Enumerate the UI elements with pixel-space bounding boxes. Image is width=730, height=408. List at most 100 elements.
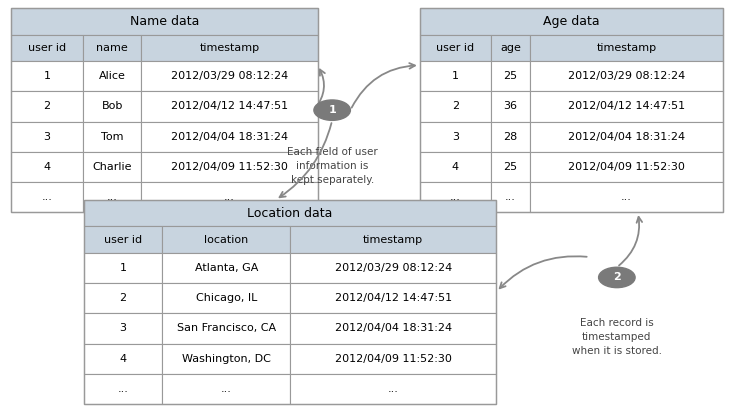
Bar — [142, 35, 318, 61]
Text: ...: ... — [42, 192, 53, 202]
Bar — [530, 35, 723, 61]
Bar — [84, 253, 162, 283]
Bar — [530, 61, 723, 91]
Bar — [420, 61, 491, 91]
Text: ...: ... — [224, 192, 235, 202]
Text: 2012/03/29 08:12:24: 2012/03/29 08:12:24 — [568, 71, 685, 81]
Bar — [142, 122, 318, 152]
Text: 4: 4 — [452, 162, 459, 172]
Text: 28: 28 — [504, 132, 518, 142]
Text: ...: ... — [505, 192, 516, 202]
Bar — [491, 122, 530, 152]
Text: Atlanta, GA: Atlanta, GA — [195, 263, 258, 273]
Bar — [290, 313, 496, 344]
Bar — [11, 35, 83, 61]
Circle shape — [599, 267, 635, 288]
Bar — [420, 35, 491, 61]
Text: 1: 1 — [44, 71, 50, 81]
Bar — [290, 344, 496, 374]
Text: 2: 2 — [43, 102, 50, 111]
Text: ...: ... — [450, 192, 461, 202]
Bar — [530, 122, 723, 152]
Bar — [420, 8, 723, 212]
Text: 3: 3 — [44, 132, 50, 142]
Text: Location data: Location data — [247, 207, 333, 220]
Bar — [530, 91, 723, 122]
Text: Each record is
timestamped
when it is stored.: Each record is timestamped when it is st… — [572, 318, 662, 356]
Bar — [491, 182, 530, 212]
Bar — [491, 152, 530, 182]
Text: user id: user id — [28, 43, 66, 53]
Bar — [420, 91, 491, 122]
Text: Bob: Bob — [101, 102, 123, 111]
Bar — [491, 91, 530, 122]
Bar — [530, 182, 723, 212]
Text: Each field of user
information is
kept separately.: Each field of user information is kept s… — [287, 147, 377, 185]
Text: 2: 2 — [613, 273, 620, 282]
Text: Age data: Age data — [543, 15, 599, 28]
Text: timestamp: timestamp — [596, 43, 656, 53]
Text: location: location — [204, 235, 248, 245]
Circle shape — [314, 100, 350, 120]
Text: 2012/03/29 08:12:24: 2012/03/29 08:12:24 — [171, 71, 288, 81]
Bar — [83, 91, 142, 122]
Bar — [84, 283, 162, 313]
Bar — [83, 152, 142, 182]
Bar — [11, 61, 83, 91]
Bar — [142, 61, 318, 91]
Bar — [530, 152, 723, 182]
Text: 2012/04/12 14:47:51: 2012/04/12 14:47:51 — [171, 102, 288, 111]
Text: 2012/04/04 18:31:24: 2012/04/04 18:31:24 — [171, 132, 288, 142]
Text: 25: 25 — [504, 162, 518, 172]
Bar — [83, 61, 142, 91]
Text: 3: 3 — [120, 324, 126, 333]
Bar — [11, 91, 83, 122]
Bar — [491, 35, 530, 61]
Bar — [84, 226, 162, 253]
Text: San Francisco, CA: San Francisco, CA — [177, 324, 276, 333]
Text: 2012/04/09 11:52:30: 2012/04/09 11:52:30 — [335, 354, 452, 364]
Text: timestamp: timestamp — [199, 43, 259, 53]
Bar — [420, 122, 491, 152]
Text: Name data: Name data — [129, 15, 199, 28]
Bar — [491, 61, 530, 91]
Bar — [142, 152, 318, 182]
Bar — [142, 91, 318, 122]
Bar — [84, 344, 162, 374]
Text: Chicago, IL: Chicago, IL — [196, 293, 257, 303]
Text: ...: ... — [118, 384, 128, 394]
Bar — [162, 253, 290, 283]
Bar — [11, 182, 83, 212]
Bar — [162, 226, 290, 253]
Bar — [83, 122, 142, 152]
Text: 1: 1 — [328, 105, 336, 115]
Text: 1: 1 — [452, 71, 459, 81]
Bar — [162, 374, 290, 404]
Text: 2012/04/04 18:31:24: 2012/04/04 18:31:24 — [335, 324, 452, 333]
Text: user id: user id — [437, 43, 474, 53]
Text: ...: ... — [621, 192, 632, 202]
Text: ...: ... — [220, 384, 231, 394]
Bar — [83, 182, 142, 212]
Text: 2012/04/04 18:31:24: 2012/04/04 18:31:24 — [568, 132, 685, 142]
Bar — [162, 344, 290, 374]
Text: timestamp: timestamp — [364, 235, 423, 245]
Bar — [290, 253, 496, 283]
Bar — [84, 200, 496, 404]
Bar — [142, 182, 318, 212]
Bar — [420, 152, 491, 182]
Text: 4: 4 — [120, 354, 127, 364]
Text: 2: 2 — [452, 102, 459, 111]
Bar — [420, 8, 723, 35]
Text: 25: 25 — [504, 71, 518, 81]
Bar — [290, 283, 496, 313]
Text: 2012/03/29 08:12:24: 2012/03/29 08:12:24 — [334, 263, 452, 273]
Bar — [162, 313, 290, 344]
Bar — [420, 182, 491, 212]
Text: 4: 4 — [43, 162, 50, 172]
Bar — [84, 200, 496, 226]
Bar — [290, 374, 496, 404]
Text: 3: 3 — [452, 132, 459, 142]
Text: 1: 1 — [120, 263, 126, 273]
Text: name: name — [96, 43, 128, 53]
